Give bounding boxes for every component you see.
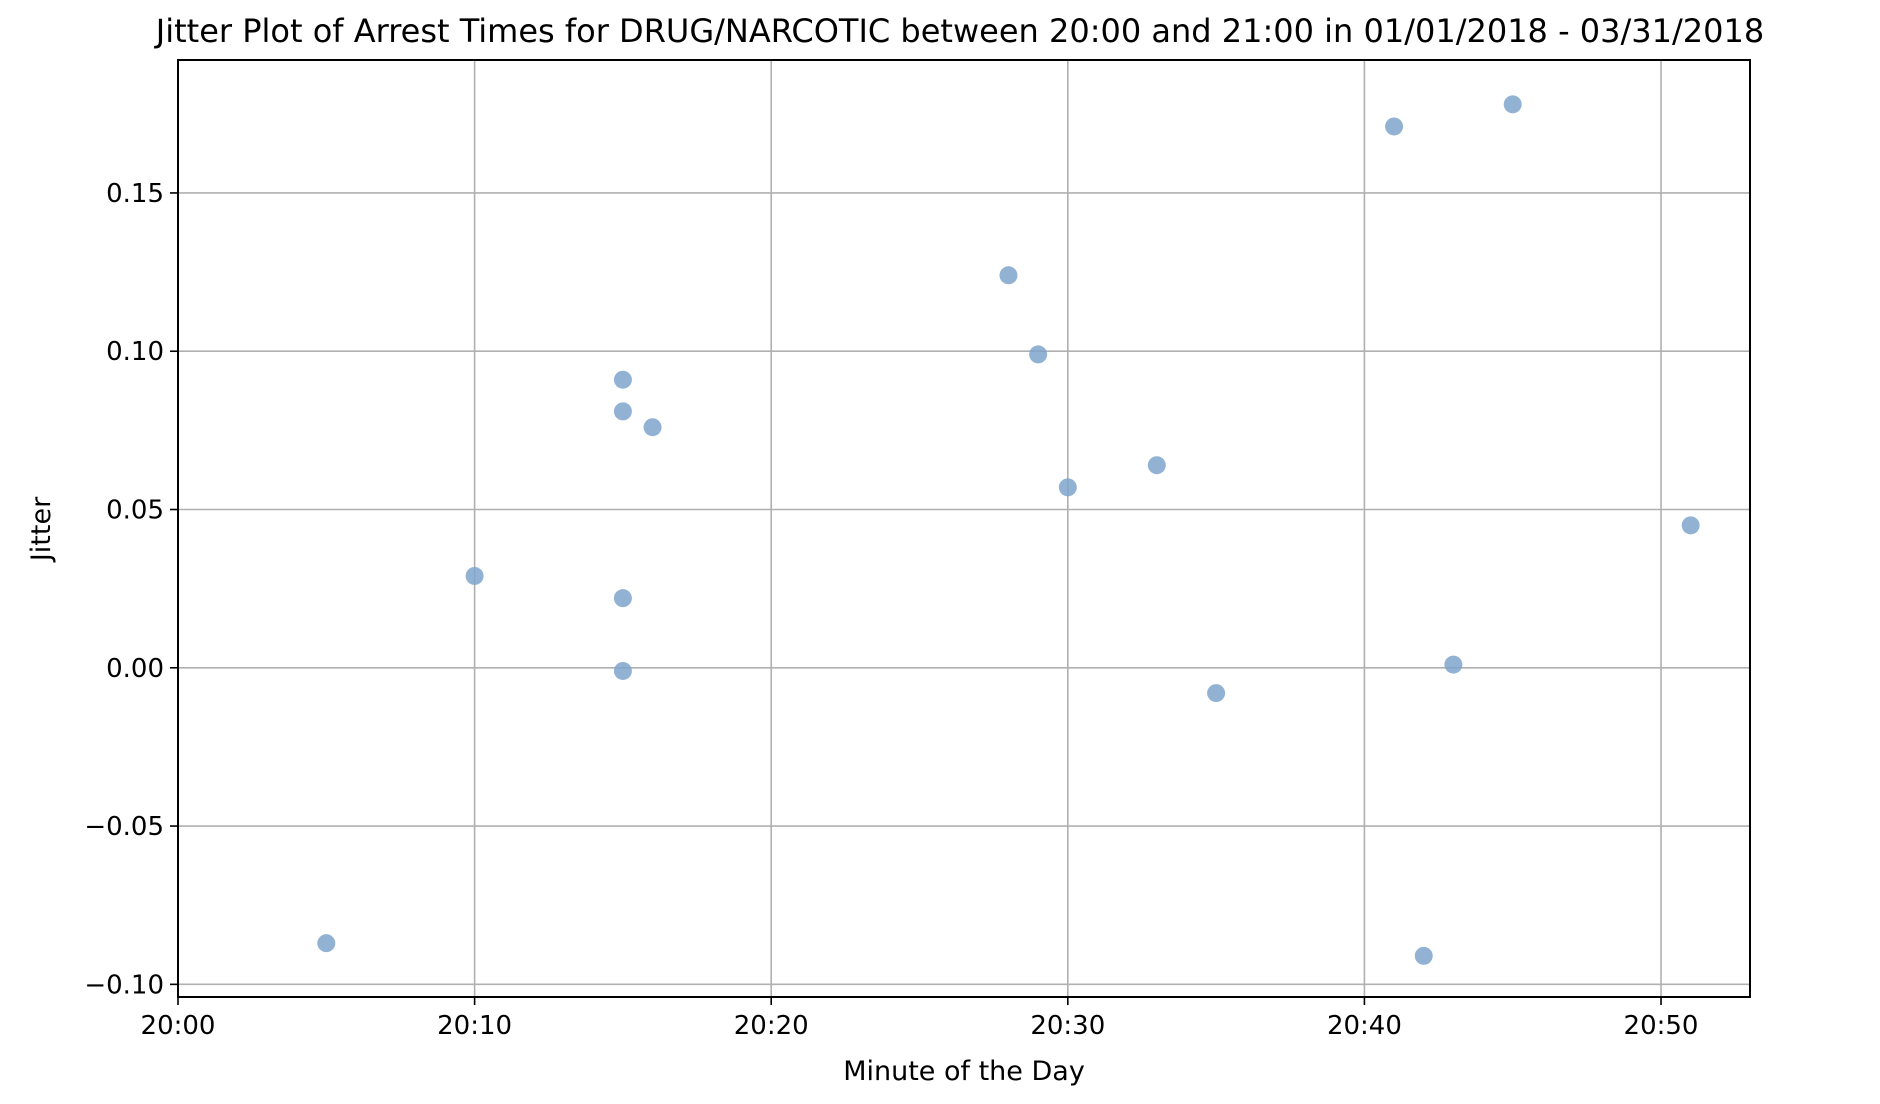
data-point	[613, 370, 632, 389]
x-tick-label: 20:20	[734, 1011, 809, 1041]
data-point	[613, 402, 632, 421]
x-tick-labels: 20:00 20:10 20:20 20:30 20:40 20:50	[141, 1011, 1699, 1041]
data-point	[317, 934, 336, 953]
x-tick-label: 20:40	[1327, 1011, 1402, 1041]
y-tick-label: 0.05	[106, 496, 164, 526]
data-point	[1681, 516, 1700, 535]
y-tick-label: −0.10	[84, 970, 164, 1000]
data-point	[1414, 946, 1433, 965]
x-tick-label: 20:10	[437, 1011, 512, 1041]
x-tick-label: 20:30	[1030, 1011, 1105, 1041]
y-tick-labels: −0.10 −0.05 0.00 0.05 0.10 0.15	[84, 179, 164, 1000]
y-tick-label: 0.10	[106, 337, 164, 367]
x-tick-label: 20:50	[1624, 1011, 1699, 1041]
data-point	[613, 589, 632, 608]
data-point	[1385, 117, 1404, 136]
data-point	[1029, 345, 1048, 364]
data-point	[1207, 684, 1226, 703]
y-tick-label: −0.05	[84, 812, 164, 842]
data-point	[999, 266, 1018, 285]
chart-title: Jitter Plot of Arrest Times for DRUG/NAR…	[154, 12, 1764, 50]
y-axis-label: Jitter	[26, 496, 57, 563]
x-tick-label: 20:00	[141, 1011, 216, 1041]
axis-ticks	[170, 192, 1662, 1005]
y-tick-label: 0.15	[106, 179, 164, 209]
data-point	[1444, 655, 1463, 674]
data-point	[1503, 95, 1522, 114]
y-tick-label: 0.00	[106, 654, 164, 684]
data-point	[465, 566, 484, 585]
data-point	[1058, 478, 1077, 497]
grid-lines	[177, 60, 1750, 997]
data-points	[317, 95, 1700, 965]
data-point	[613, 661, 632, 680]
data-point	[1147, 456, 1166, 475]
x-axis-label: Minute of the Day	[843, 1056, 1085, 1087]
plot-frame	[177, 59, 1751, 998]
data-point	[643, 418, 662, 437]
